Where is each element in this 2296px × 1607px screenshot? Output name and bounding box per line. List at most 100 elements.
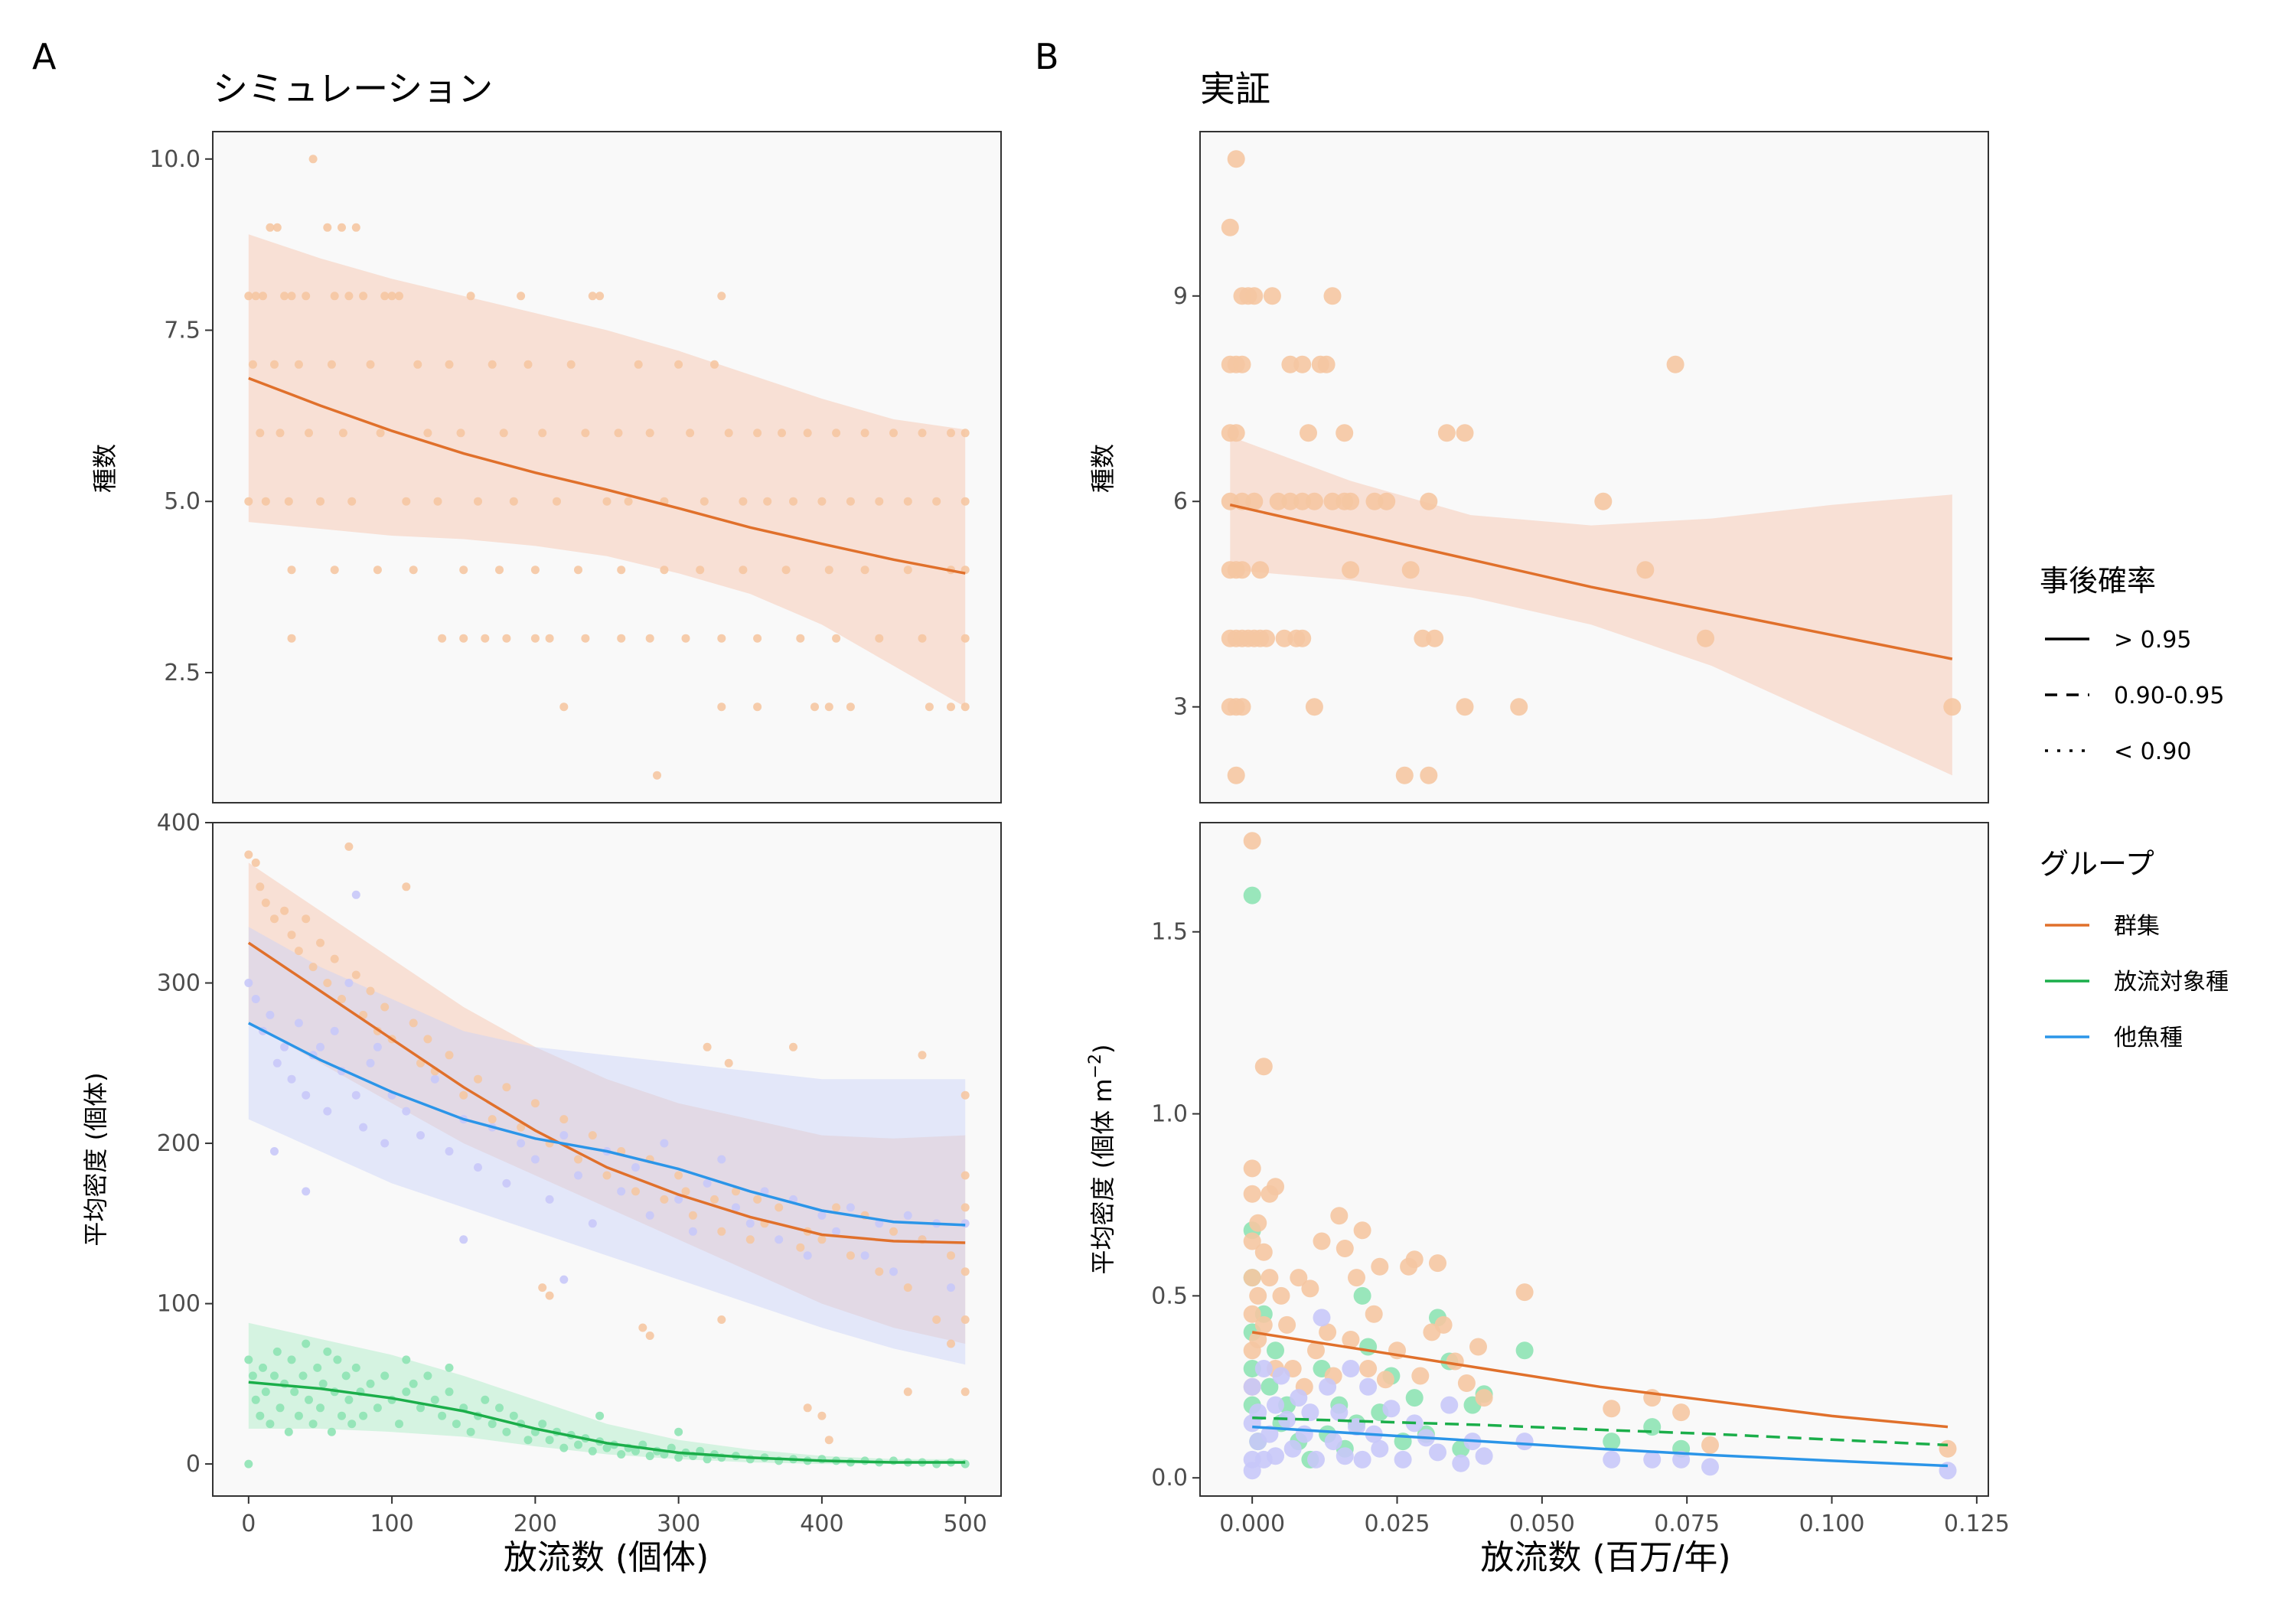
panel-empirical-species: 3 6 9: [1173, 131, 1989, 804]
data-point-target: [1359, 1338, 1378, 1356]
data-point-community: [889, 1227, 898, 1236]
data-point-community: [1437, 424, 1456, 442]
data-point-community: [789, 1042, 797, 1051]
data-point-community: [545, 634, 554, 643]
data-point-community: [302, 914, 311, 924]
data-point-target: [631, 1446, 640, 1455]
data-point-community: [402, 497, 411, 506]
data-point-community: [1233, 561, 1251, 579]
y-tick-label: 0.0: [1151, 1465, 1188, 1491]
data-point-community: [588, 1131, 597, 1140]
data-point-community: [960, 1171, 970, 1180]
data-point-community: [602, 1171, 612, 1180]
y-title-b-bottom: 平均密度 (個体 m−2): [1086, 1045, 1117, 1275]
data-point-target: [266, 1420, 275, 1429]
data-point-community: [631, 1187, 640, 1196]
data-point-other: [351, 890, 360, 899]
fit-line-community: [1251, 1331, 1949, 1429]
data-point-community: [323, 979, 332, 987]
data-point-community: [1411, 1367, 1430, 1385]
data-point-target: [298, 1371, 308, 1380]
data-point-community: [251, 292, 260, 301]
y-tick-label: 300: [157, 970, 201, 997]
data-point-target: [366, 1379, 375, 1388]
data-point-community: [256, 429, 265, 438]
data-point-community: [1281, 492, 1300, 510]
data-point-community: [1249, 1214, 1267, 1232]
data-point-community: [502, 634, 511, 643]
data-point-community: [581, 429, 590, 438]
data-point-community: [638, 1323, 647, 1332]
data-point-community: [481, 634, 490, 643]
data-point-community: [960, 1387, 970, 1397]
data-point-community: [803, 1403, 812, 1413]
x-tick-label: 500: [944, 1511, 987, 1537]
data-point-community: [832, 634, 841, 643]
data-point-community: [366, 360, 375, 369]
data-point-community: [284, 497, 293, 506]
data-point-target: [703, 1455, 712, 1464]
data-point-community: [824, 702, 833, 712]
data-point-other: [889, 1267, 898, 1276]
data-point-community: [753, 1195, 762, 1204]
data-point-community: [344, 292, 354, 301]
data-point-community: [261, 497, 270, 506]
data-point-community: [530, 1099, 540, 1108]
data-point-community: [617, 634, 626, 643]
data-point-target: [359, 1411, 368, 1420]
data-point-community: [1301, 1279, 1319, 1298]
data-point-community: [903, 1283, 912, 1292]
data-point-community: [1420, 766, 1438, 784]
data-point-community: [703, 1042, 712, 1051]
data-point-target: [409, 1379, 418, 1388]
data-point-community: [947, 1339, 955, 1348]
data-point-community: [960, 634, 970, 643]
data-point-community: [1401, 561, 1420, 579]
confidence-band-target: [248, 1322, 966, 1465]
data-point-target: [1353, 1286, 1371, 1305]
x-title-b: 放流数 (百万/年): [1480, 1538, 1730, 1577]
data-point-community: [1254, 1315, 1273, 1334]
data-point-community: [860, 566, 869, 575]
fit-line-other: [247, 1022, 966, 1227]
panel-tag-b: B: [1035, 36, 1059, 77]
data-point-target: [588, 1446, 597, 1455]
data-point-community: [1469, 1338, 1487, 1356]
data-point-other: [530, 1155, 540, 1164]
data-point-other: [1336, 1447, 1354, 1465]
data-point-community: [1227, 150, 1245, 168]
data-point-community: [875, 634, 884, 643]
x-tick-label: 0.050: [1509, 1511, 1575, 1537]
data-point-other: [903, 1211, 912, 1220]
data-point-target: [373, 1403, 382, 1413]
data-point-target: [416, 1403, 425, 1413]
data-point-other: [1272, 1367, 1290, 1385]
data-point-target: [327, 1427, 336, 1436]
data-point-community: [660, 1195, 669, 1204]
fit-line-other: [1252, 1425, 1949, 1468]
data-point-community: [1293, 355, 1312, 373]
fit-line-community: [1229, 503, 1953, 660]
data-point-other: [380, 1139, 390, 1148]
data-point-community: [1348, 1269, 1365, 1287]
plot-content: [244, 155, 970, 780]
data-point-community: [287, 634, 296, 643]
data-point-community: [251, 858, 260, 867]
data-point-target: [466, 1427, 475, 1436]
data-point-community: [724, 1058, 733, 1068]
data-point-community: [681, 1187, 690, 1196]
data-point-community: [824, 1436, 833, 1445]
data-point-community: [530, 634, 540, 643]
data-point-community: [588, 292, 597, 301]
data-point-community: [1307, 1341, 1325, 1360]
data-point-community: [1221, 218, 1239, 236]
y-tick-label: 0: [186, 1451, 201, 1478]
data-point-community: [438, 634, 447, 643]
data-point-target: [1405, 1389, 1424, 1407]
data-point-other: [1429, 1443, 1446, 1462]
data-point-target: [259, 1363, 267, 1372]
data-point-other: [1243, 1377, 1261, 1396]
data-point-community: [918, 429, 927, 438]
data-point-target: [344, 1395, 354, 1404]
